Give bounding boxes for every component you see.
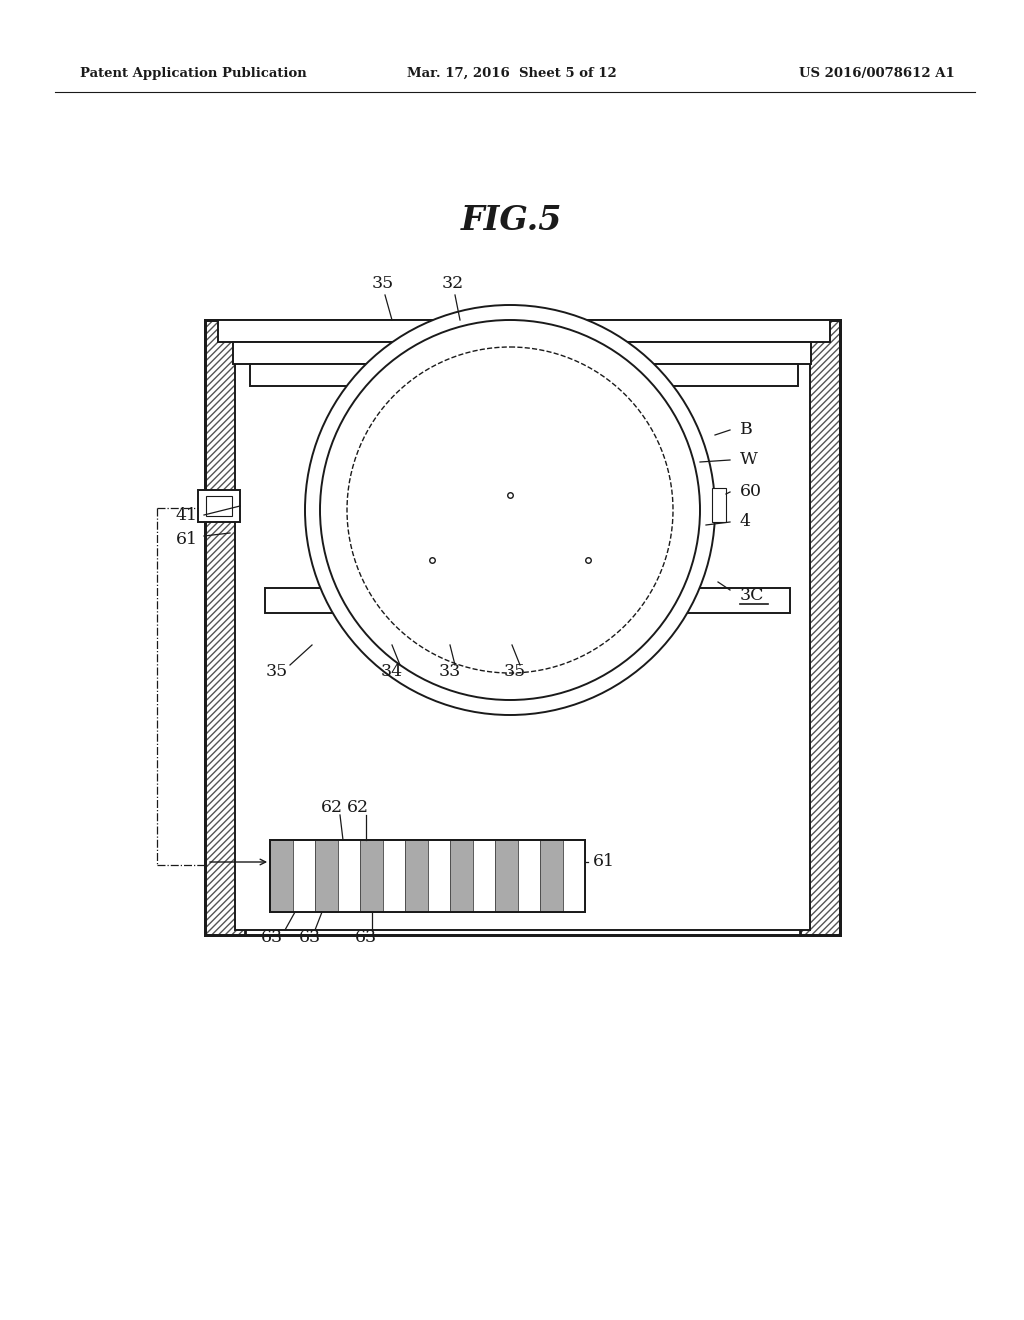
Bar [270,840,293,912]
Text: 4: 4 [740,513,751,531]
Text: Mar. 17, 2016  Sheet 5 of 12: Mar. 17, 2016 Sheet 5 of 12 [408,66,616,79]
Text: 32: 32 [442,275,464,292]
Text: W: W [740,451,758,469]
Text: 61: 61 [176,532,198,549]
Text: 3C: 3C [740,586,765,603]
Bar [233,342,811,364]
Bar [450,840,472,912]
Text: 35: 35 [372,275,394,292]
Bar [800,319,840,935]
Text: 63: 63 [299,929,322,946]
Circle shape [319,319,700,700]
Text: 35: 35 [504,664,526,681]
Circle shape [305,305,715,715]
Text: 62: 62 [347,800,369,817]
Text: 61: 61 [593,854,615,870]
Bar [205,319,840,935]
Bar [205,319,245,935]
Bar [265,587,790,612]
Bar [406,840,427,912]
Bar [338,840,360,912]
Text: 63: 63 [355,929,377,946]
Bar [472,840,495,912]
Bar [383,840,406,912]
Bar [315,840,338,912]
Bar [495,840,517,912]
Bar [205,319,245,935]
Text: 33: 33 [439,664,461,681]
Bar [234,355,810,931]
Bar [205,319,840,935]
Bar [427,840,450,912]
Bar [517,840,540,912]
Text: 62: 62 [321,800,343,817]
Text: 34: 34 [381,664,403,681]
Bar [562,840,585,912]
Bar [360,840,383,912]
Bar [270,840,585,912]
Bar [540,840,562,912]
Text: 60: 60 [740,483,762,500]
Bar [206,496,232,516]
Bar [218,319,830,342]
Text: US 2016/0078612 A1: US 2016/0078612 A1 [800,66,955,79]
Bar [712,488,726,521]
Text: Patent Application Publication: Patent Application Publication [80,66,307,79]
Text: 63: 63 [261,929,283,946]
Text: B: B [740,421,753,438]
Bar [250,364,798,385]
Text: FIG.5: FIG.5 [461,203,563,236]
Text: 41: 41 [176,507,198,524]
Bar [198,490,240,521]
Bar [800,319,840,935]
Bar [293,840,315,912]
Text: 35: 35 [266,664,288,681]
Bar [270,840,585,912]
